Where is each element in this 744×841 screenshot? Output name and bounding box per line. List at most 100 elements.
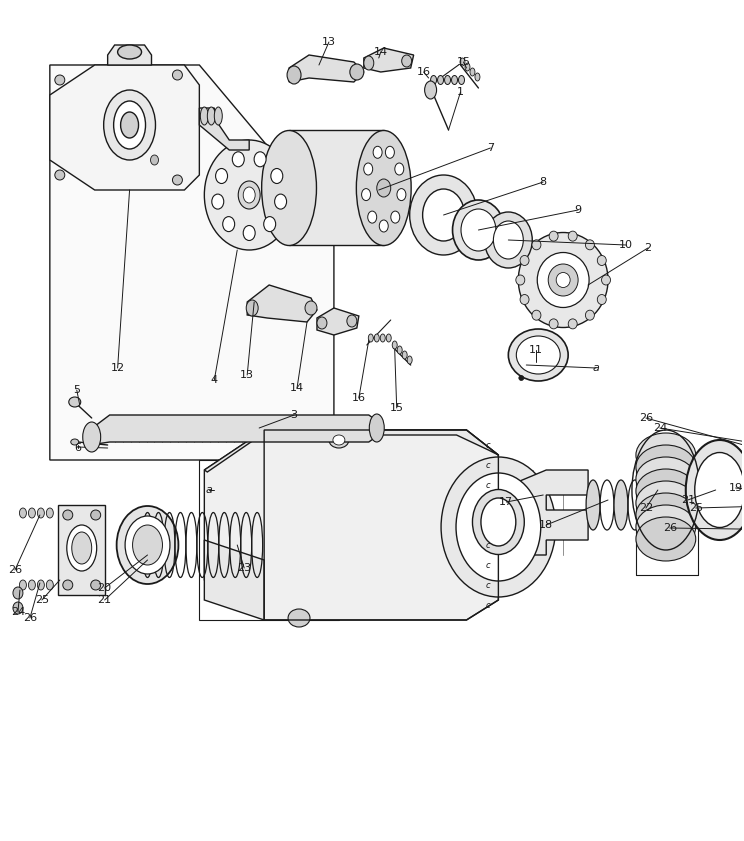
Ellipse shape [670, 480, 684, 530]
Ellipse shape [200, 107, 208, 125]
Ellipse shape [472, 489, 525, 554]
Polygon shape [205, 430, 498, 620]
Ellipse shape [532, 310, 541, 320]
Polygon shape [199, 108, 249, 150]
Ellipse shape [347, 315, 357, 327]
Ellipse shape [246, 300, 258, 316]
Ellipse shape [597, 256, 606, 266]
Ellipse shape [238, 181, 260, 209]
Ellipse shape [458, 76, 464, 84]
Text: 26: 26 [663, 523, 677, 533]
Ellipse shape [475, 73, 480, 81]
Ellipse shape [636, 493, 696, 537]
Text: 11: 11 [529, 345, 543, 355]
Ellipse shape [586, 310, 594, 320]
Ellipse shape [403, 351, 407, 359]
Polygon shape [364, 48, 414, 72]
Ellipse shape [508, 329, 568, 381]
Ellipse shape [364, 56, 373, 70]
Ellipse shape [333, 435, 345, 445]
Ellipse shape [91, 510, 100, 520]
Text: 14: 14 [373, 47, 388, 57]
Ellipse shape [350, 64, 364, 80]
Ellipse shape [305, 301, 317, 315]
Ellipse shape [114, 101, 146, 149]
Ellipse shape [549, 231, 558, 241]
Ellipse shape [19, 508, 27, 518]
Text: 22: 22 [639, 503, 653, 513]
Ellipse shape [407, 356, 412, 364]
Ellipse shape [62, 580, 73, 590]
Ellipse shape [636, 481, 696, 525]
Ellipse shape [460, 58, 465, 66]
Ellipse shape [636, 433, 696, 477]
Polygon shape [50, 65, 334, 460]
Ellipse shape [385, 146, 394, 158]
Ellipse shape [13, 602, 23, 614]
Text: 26: 26 [8, 565, 22, 575]
Ellipse shape [216, 168, 228, 183]
Ellipse shape [117, 506, 179, 584]
Text: 25: 25 [35, 595, 49, 605]
Text: 21: 21 [97, 595, 112, 605]
Text: 7: 7 [487, 143, 494, 153]
Text: 20: 20 [97, 583, 112, 593]
Ellipse shape [423, 189, 464, 241]
Ellipse shape [118, 45, 141, 59]
Ellipse shape [173, 175, 182, 185]
Ellipse shape [376, 179, 391, 197]
Ellipse shape [288, 609, 310, 627]
Text: 3: 3 [291, 410, 298, 420]
Text: 2: 2 [644, 243, 652, 253]
Text: 19: 19 [728, 483, 743, 493]
Text: 8: 8 [539, 177, 547, 187]
Ellipse shape [83, 422, 100, 452]
Text: 1: 1 [457, 87, 464, 97]
Ellipse shape [636, 469, 696, 513]
Ellipse shape [380, 334, 385, 342]
Ellipse shape [243, 187, 255, 203]
Text: 10: 10 [619, 240, 633, 250]
Ellipse shape [356, 130, 411, 246]
Ellipse shape [698, 480, 712, 530]
Text: 9: 9 [574, 205, 582, 215]
Ellipse shape [205, 140, 294, 250]
Ellipse shape [568, 231, 577, 241]
Polygon shape [205, 540, 264, 620]
Text: c: c [486, 461, 491, 469]
Text: c: c [486, 480, 491, 489]
Text: c: c [486, 521, 491, 530]
Ellipse shape [317, 317, 327, 329]
Ellipse shape [437, 76, 443, 84]
Ellipse shape [329, 432, 349, 448]
Ellipse shape [410, 175, 478, 255]
Polygon shape [247, 285, 317, 322]
Ellipse shape [568, 319, 577, 329]
Ellipse shape [271, 168, 283, 183]
Text: 14: 14 [290, 383, 304, 393]
Ellipse shape [28, 508, 36, 518]
Ellipse shape [275, 194, 286, 209]
Ellipse shape [586, 480, 600, 530]
Ellipse shape [548, 264, 578, 296]
Polygon shape [498, 470, 588, 555]
Ellipse shape [431, 76, 437, 84]
Ellipse shape [150, 155, 158, 165]
Ellipse shape [520, 294, 529, 304]
Ellipse shape [519, 375, 524, 380]
Ellipse shape [369, 414, 384, 442]
Ellipse shape [214, 107, 222, 125]
Ellipse shape [636, 457, 696, 501]
Ellipse shape [132, 525, 162, 565]
Text: c: c [486, 580, 491, 590]
Ellipse shape [441, 457, 556, 597]
Text: 16: 16 [417, 67, 431, 77]
Text: 15: 15 [457, 57, 470, 67]
Ellipse shape [55, 170, 65, 180]
Ellipse shape [46, 580, 54, 590]
Polygon shape [289, 130, 384, 245]
Ellipse shape [397, 188, 406, 201]
Ellipse shape [262, 130, 316, 246]
Polygon shape [50, 65, 199, 190]
Text: c: c [486, 560, 491, 569]
